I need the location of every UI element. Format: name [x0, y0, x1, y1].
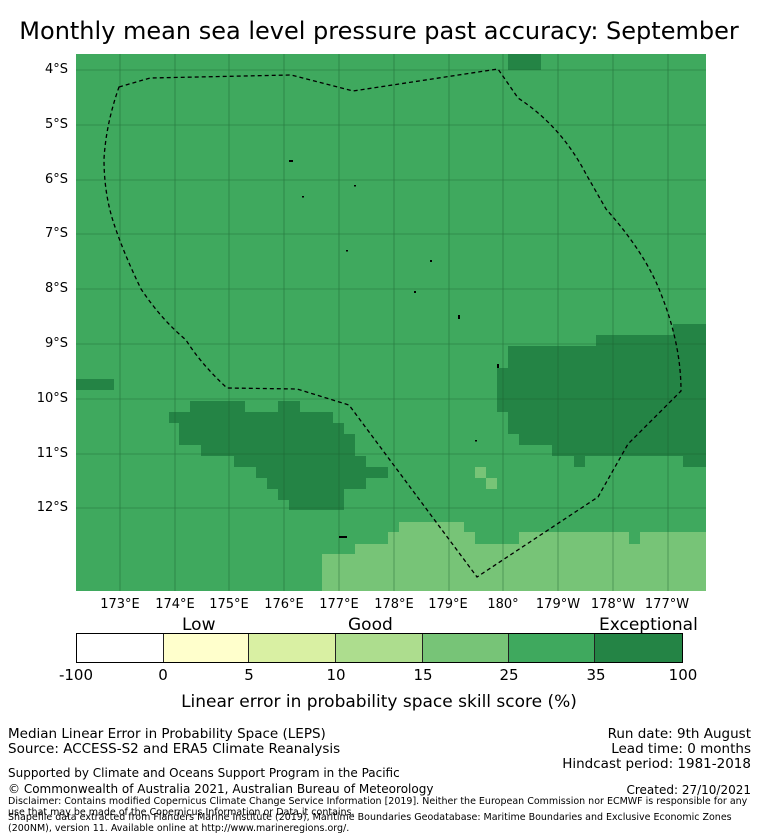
map-background-band-25-35	[76, 54, 706, 591]
lead-time: Lead time: 0 months	[611, 741, 751, 757]
colorbar-tick: 5	[244, 666, 254, 684]
colorbar-tick: -100	[58, 666, 94, 684]
lat-label: 9°S	[44, 336, 68, 351]
lat-label: 12°S	[36, 500, 68, 515]
colorbar-tick: 100	[668, 666, 698, 684]
colorbar	[76, 633, 683, 663]
run-date: Run date: 9th August	[607, 726, 751, 742]
colorbar-segment	[422, 634, 509, 662]
colorbar-segment	[595, 634, 683, 662]
legend-category-good: Good	[348, 615, 393, 635]
lat-label: 11°S	[36, 446, 68, 461]
colorbar-tick: 15	[413, 666, 433, 684]
lon-label: 175°E	[209, 597, 249, 612]
lon-label: 178°E	[374, 597, 414, 612]
colorbar-segment	[508, 634, 596, 662]
lon-label: 177°W	[644, 597, 690, 612]
shapefile-credit: Shapefile data extracted from Flanders M…	[8, 812, 732, 834]
colorbar-segment	[163, 634, 250, 662]
created-date: Created: 27/10/2021	[626, 783, 751, 797]
lat-label: 7°S	[44, 226, 68, 241]
skill-score-map	[76, 54, 706, 591]
islands	[289, 160, 499, 538]
lon-label: 180°	[487, 597, 519, 612]
lat-label: 4°S	[44, 62, 68, 77]
disclaimer-text: Disclaimer: Contains modified Copernicus…	[8, 796, 748, 818]
method-text: Median Linear Error in Probability Space…	[8, 726, 326, 742]
eez-boundary	[103, 68, 682, 578]
hindcast-period: Hindcast period: 1981-2018	[562, 756, 751, 772]
copyright-text: © Commonwealth of Australia 2021, Austra…	[8, 782, 434, 796]
lat-label: 8°S	[44, 281, 68, 296]
colorbar-segment	[249, 634, 337, 662]
map-title: Monthly mean sea level pressure past acc…	[19, 17, 739, 45]
colorbar-label: Linear error in probability space skill …	[181, 692, 577, 712]
colorbar-tick: 10	[326, 666, 346, 684]
lat-label: 6°S	[44, 172, 68, 187]
support-text: Supported by Climate and Oceans Support …	[8, 766, 400, 780]
low-skill-regions	[322, 467, 706, 591]
colorbar-tick: 35	[586, 666, 606, 684]
exceptional-regions	[76, 54, 706, 510]
lon-label: 178°W	[590, 597, 636, 612]
colorbar-segment	[77, 634, 164, 662]
lat-label: 5°S	[44, 117, 68, 132]
lon-label: 174°E	[155, 597, 195, 612]
colorbar-tick: 0	[158, 666, 168, 684]
source-text: Source: ACCESS-S2 and ERA5 Climate Reana…	[8, 741, 341, 757]
lon-label: 179°W	[535, 597, 581, 612]
lon-label: 173°E	[100, 597, 140, 612]
legend-category-low: Low	[182, 615, 216, 635]
lat-label: 10°S	[36, 391, 68, 406]
lon-label: 176°E	[264, 597, 304, 612]
lon-label: 179°E	[428, 597, 468, 612]
lon-label: 177°E	[319, 597, 359, 612]
legend-category-exceptional: Exceptional	[599, 615, 698, 635]
graticule	[76, 54, 706, 591]
colorbar-segment	[336, 634, 423, 662]
colorbar-tick: 25	[499, 666, 519, 684]
